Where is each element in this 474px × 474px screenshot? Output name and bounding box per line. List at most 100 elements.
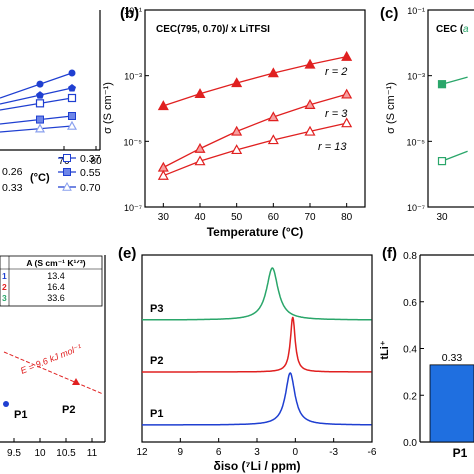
panel-e-frame bbox=[141, 254, 373, 443]
panel-d-label-p2: P2 bbox=[62, 404, 75, 416]
panel-a-legend-marker bbox=[62, 181, 72, 191]
panel-b-point bbox=[267, 111, 279, 122]
panel-e-xtick-label: -3 bbox=[329, 447, 338, 458]
panel-f: 0.0 0.2 0.4 0.6 0.8 0.33 P1 tLi⁺ bbox=[379, 251, 474, 460]
panel-b-ytick-label: 10⁻⁵ bbox=[124, 137, 143, 147]
panel-c-ytick-label: 10⁻³ bbox=[407, 72, 425, 82]
panel-e-label: P1 bbox=[150, 408, 163, 420]
panel-d-table-key: 2 bbox=[2, 282, 7, 292]
panel-b-point bbox=[157, 169, 169, 180]
panel-b-series-label: r = 13 bbox=[318, 141, 347, 153]
panel-b-xlabel: Temperature (°C) bbox=[207, 225, 304, 239]
panel-b-point bbox=[194, 142, 206, 153]
panel-a-legend-label: 0.26 bbox=[2, 166, 23, 178]
panel-b-point bbox=[267, 134, 279, 145]
panel-e-xlabel: δiso (⁷Li / ppm) bbox=[214, 459, 301, 473]
panel-e-xtick-label: 3 bbox=[254, 447, 260, 458]
panel-a-legend-marker bbox=[63, 168, 71, 176]
panel-d: A (S cm⁻¹ K¹ᐟ²) 1 13.4 2 16.4 3 33.6 E = 9.6 … bbox=[0, 255, 106, 459]
panel-a-legend-label: 0.70 bbox=[80, 182, 101, 194]
panel-b-series-line bbox=[163, 55, 347, 107]
panel-d-xtick-label: 11 bbox=[87, 448, 98, 459]
panel-a-xtick-label: 80 bbox=[90, 156, 102, 167]
panel-a-legend-label: 0.33 bbox=[2, 182, 23, 194]
panel-d-table-value: 13.4 bbox=[47, 271, 65, 281]
panel-label-c: (c) bbox=[380, 5, 398, 22]
panel-b-xtick-label: 60 bbox=[268, 212, 280, 223]
panel-a-point bbox=[68, 112, 76, 120]
panel-b-xtick-label: 50 bbox=[231, 212, 243, 223]
panel-e-label: P3 bbox=[150, 303, 163, 315]
panel-c-series-line bbox=[441, 76, 468, 85]
panel-label-b: (b) bbox=[120, 5, 139, 22]
panel-d-marker-red bbox=[72, 378, 80, 385]
panel-d-marker-blue bbox=[3, 401, 9, 407]
panel-b-point bbox=[341, 50, 353, 61]
panel-a-point bbox=[34, 123, 46, 133]
panel-b-point bbox=[231, 77, 243, 88]
panel-b-point bbox=[304, 125, 316, 136]
panel-c-series-line bbox=[441, 150, 468, 162]
panel-label-e: (e) bbox=[118, 245, 136, 262]
panel-a-series-line bbox=[0, 87, 73, 105]
panel-b-point bbox=[304, 99, 316, 109]
panel-b-xtick-label: 80 bbox=[341, 212, 353, 223]
panel-d-table-value: 33.6 bbox=[47, 293, 65, 303]
panel-b-point bbox=[231, 144, 243, 155]
panel-b-ytick-label: 10⁻³ bbox=[124, 72, 142, 82]
panel-a-series-line bbox=[0, 125, 73, 133]
panel-b-point bbox=[194, 155, 206, 166]
panel-b-series-label: r = 2 bbox=[325, 66, 347, 78]
panel-b-xtick-label: 40 bbox=[194, 212, 206, 223]
panel-b-ytick-label: 10⁻¹ bbox=[124, 6, 142, 16]
panel-d-xtick-label: 10.5 bbox=[56, 448, 76, 459]
panel-b-title: CEC(795, 0.70)/ x LiTFSI bbox=[156, 24, 270, 35]
panel-d-annotation: E = 9.6 kJ mol⁻¹ bbox=[19, 342, 83, 376]
panel-b-point bbox=[304, 58, 316, 69]
panel-f-ytick-label: 0.8 bbox=[403, 251, 417, 262]
panel-f-ytick-label: 0.0 bbox=[403, 438, 417, 449]
panel-d-table-key: 1 bbox=[2, 271, 7, 281]
panel-e-xtick-label: 9 bbox=[178, 447, 184, 458]
panel-e-label: P2 bbox=[150, 355, 163, 367]
panel-d-table: A (S cm⁻¹ K¹ᐟ²) 1 13.4 2 16.4 3 33.6 bbox=[0, 255, 103, 307]
panel-c-frame bbox=[427, 9, 474, 208]
panel-c-ytick-label: 10⁻⁷ bbox=[407, 203, 425, 213]
panel-a-legend-label: 0.55 bbox=[80, 167, 101, 179]
panel-b-point bbox=[157, 100, 169, 111]
panel-d-table-key: 3 bbox=[2, 293, 7, 303]
panel-e-xtick-label: 6 bbox=[216, 447, 222, 458]
panel-f-bar bbox=[429, 364, 474, 443]
panel-a-point bbox=[68, 69, 76, 77]
panel-f-category-label: P1 bbox=[453, 446, 468, 460]
panel-b-point bbox=[157, 161, 169, 172]
panel-e-xtick-label: 12 bbox=[136, 447, 148, 458]
panel-c-title: CEC ( bbox=[436, 24, 464, 35]
panel-c-xtick-label: 30 bbox=[436, 212, 448, 223]
panel-a-point bbox=[36, 115, 44, 124]
panel-b-series-label: r = 3 bbox=[325, 108, 348, 120]
panel-e-xtick-label: -6 bbox=[368, 447, 377, 458]
panel-b: CEC(795, 0.70)/ x LiTFSI 30 40 50 60 70 80 10⁻… bbox=[102, 6, 366, 239]
panel-b-point bbox=[267, 67, 279, 78]
panel-b-series-line bbox=[163, 93, 347, 169]
panel-b-point bbox=[341, 88, 353, 99]
panel-f-bar-label: 0.33 bbox=[442, 352, 463, 364]
panel-e: 12 9 6 3 0 -3 -6 P1 P2 P3 δiso (⁷Li / ppm) bbox=[136, 254, 377, 473]
panel-e-spectrum-p1 bbox=[142, 371, 372, 426]
panel-a-point bbox=[35, 99, 45, 108]
panel-b-series-line bbox=[163, 122, 347, 177]
panel-a-point bbox=[68, 84, 76, 92]
panel-f-ytick-label: 0.2 bbox=[403, 391, 417, 402]
panel-c-point bbox=[437, 157, 447, 166]
panel-f-ytick-label: 0.6 bbox=[403, 298, 417, 309]
panel-b-point bbox=[231, 125, 243, 136]
panel-b-ytick-label: 10⁻⁷ bbox=[124, 203, 142, 213]
panel-b-point bbox=[341, 117, 353, 128]
panel-b-xtick-label: 30 bbox=[158, 212, 170, 223]
panel-e-xtick-label: 0 bbox=[293, 447, 299, 458]
panel-d-xtick-label: 10 bbox=[34, 448, 46, 459]
panel-d-table-header: A (S cm⁻¹ K¹ᐟ²) bbox=[26, 258, 85, 268]
